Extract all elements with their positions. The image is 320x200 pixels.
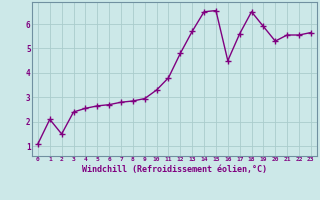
X-axis label: Windchill (Refroidissement éolien,°C): Windchill (Refroidissement éolien,°C) [82,165,267,174]
